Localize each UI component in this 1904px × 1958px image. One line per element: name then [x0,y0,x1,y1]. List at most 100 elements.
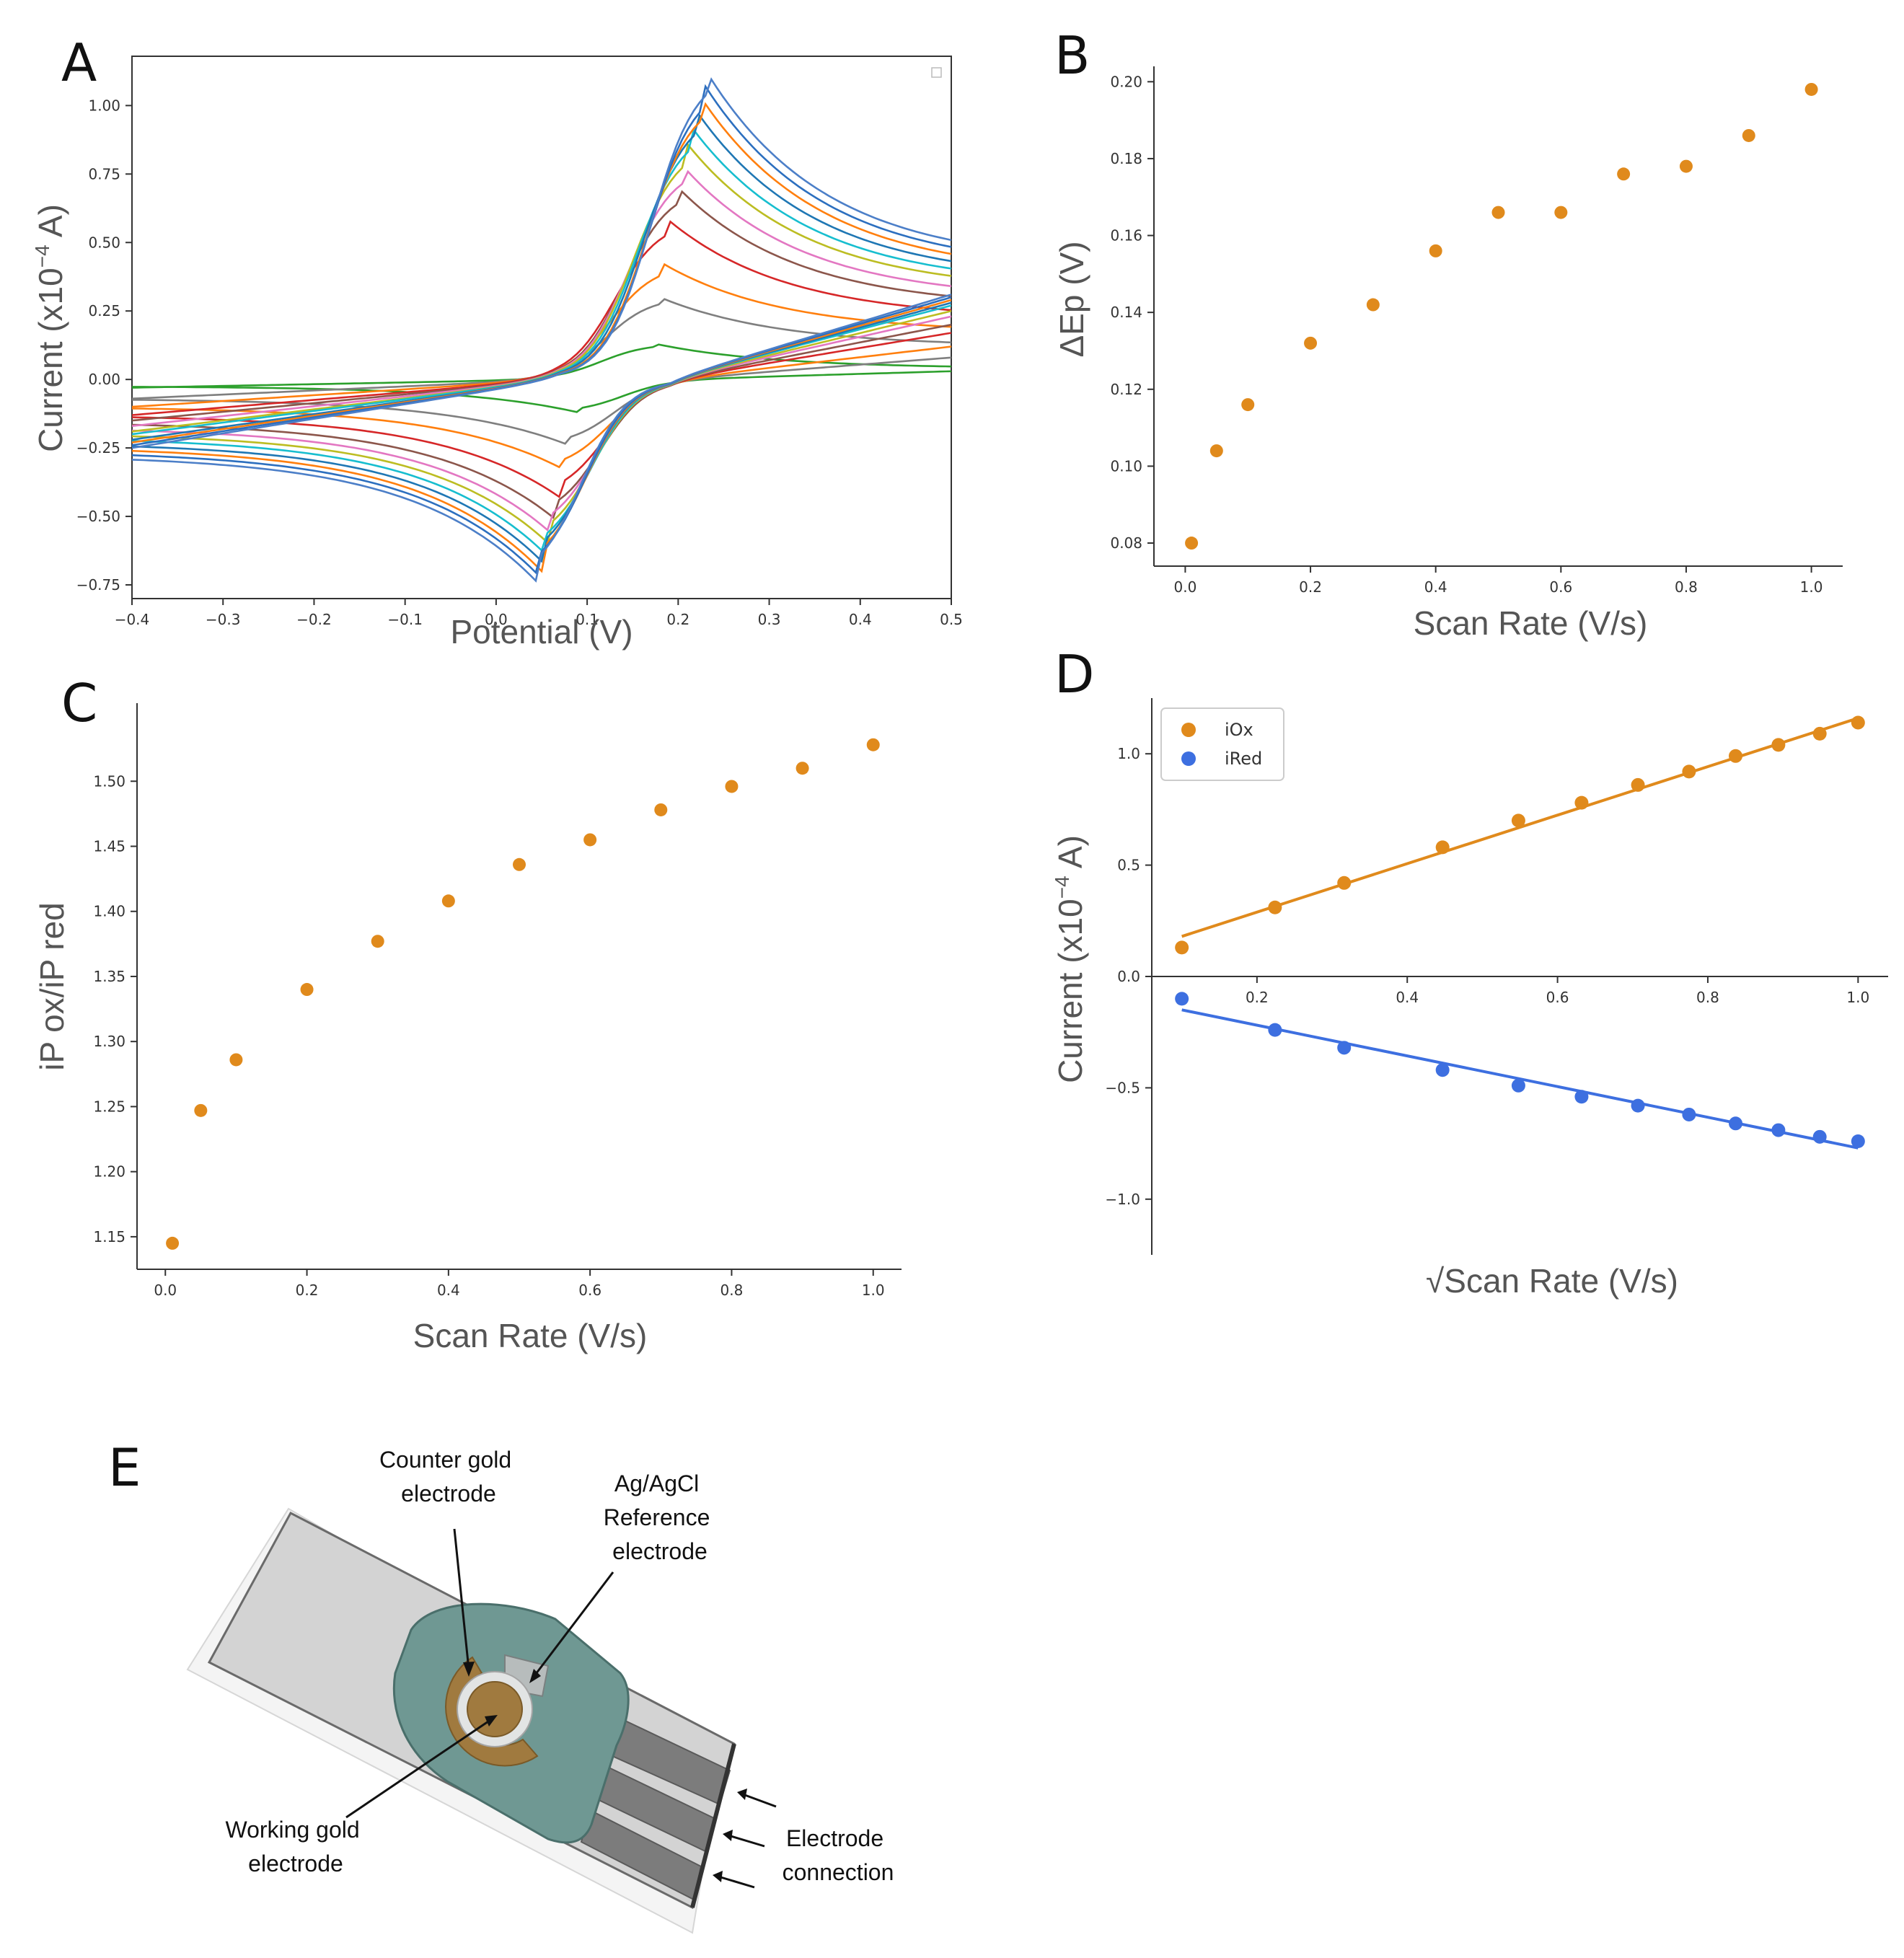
panel-c-peak-ratio: 0.0 0.2 0.4 0.6 0.8 1.0 1.15 1.20 1.25 1.30 1.35 1… [33,703,902,1354]
data-point-iox [1851,715,1865,730]
x-tick-label: 0.6 [1546,989,1569,1006]
data-point-c [654,803,668,816]
data-point-ired [1435,1063,1450,1077]
data-point-b [1429,244,1442,257]
y-tick-label: −0.75 [76,576,120,594]
cv-cathodic-curve [132,301,951,563]
panel-label-a: A [61,32,97,93]
cv-cathodic-curve [132,315,951,532]
legend-label-iox: iOx [1225,720,1253,740]
data-point-ired [1851,1134,1865,1149]
data-point-iox [1574,795,1589,810]
data-point-iox [1175,940,1189,955]
panel-e-electrode-diagram: Counter gold electrode Ag/AgCl Reference… [186,1447,894,1934]
data-point-b [1617,167,1631,181]
legend-frame-d [1160,707,1284,781]
x-tick-label: 0.4 [849,611,872,628]
panel-label-c: C [61,673,97,733]
y-tick-label: 0.20 [1110,73,1142,90]
data-point-iox [1511,813,1525,828]
x-tick-label: 0.4 [437,1282,460,1299]
panel-label-e: E [108,1437,141,1498]
data-point-b [1804,82,1818,96]
data-point-c [166,1236,180,1250]
data-point-b [1209,444,1223,458]
panel-d-sqrt-scan-rate: 0.2 0.4 0.6 0.8 1.0 −1.0 −0.5 0.0 0.5 1.0 iOx iR… [1051,698,1888,1300]
x-tick-label: −0.3 [206,611,241,628]
callout-line-reference [532,1571,614,1677]
legend-marker-iox [1181,723,1196,737]
connection-arrow-1 [742,1793,777,1808]
x-tick-label: 0.2 [1299,578,1322,596]
x-tick-label: 0.4 [1424,578,1447,596]
data-point-b [1185,537,1199,550]
y-tick-label: 1.00 [88,97,120,114]
connection-arrowhead-1 [737,1789,747,1800]
x-tick-label: −0.4 [115,611,150,628]
data-point-ired [1729,1116,1743,1131]
data-point-ired [1812,1129,1827,1144]
callout-line-counter [453,1528,470,1670]
cv-cathodic-curve [132,309,951,544]
data-point-c [866,738,880,751]
connection-arrowhead-3 [713,1871,723,1882]
cv-cathodic-curve [132,294,951,583]
y-tick-label: 0.75 [88,165,120,182]
y-axis-label-d: Current (x10−4 A) [1051,835,1089,1083]
cv-anodic-curve [132,77,951,449]
data-point-c [583,833,597,847]
y-tick-label: 0.12 [1110,381,1142,398]
x-tick-label: 0.8 [1675,578,1698,596]
legend-label-ired: iRed [1225,749,1262,769]
x-axis-label-c: Scan Rate (V/s) [413,1317,648,1354]
callout-reference: Ag/AgCl Reference electrode [604,1470,717,1564]
data-point-ired [1268,1023,1282,1037]
strip-end-edge [690,1743,736,1908]
x-axis-label-a: Potential (V) [450,613,633,651]
x-tick-label: 0.8 [1696,989,1719,1006]
x-tick-label: 0.6 [578,1282,601,1299]
callout-working: Working gold electrode [225,1817,366,1877]
data-point-ired [1175,992,1189,1006]
data-point-ired [1337,1041,1352,1055]
x-tick-label: 0.0 [1174,578,1197,596]
y-tick-label: 1.25 [93,1098,125,1115]
working-electrode [467,1681,523,1737]
cv-anodic-curve [132,113,951,441]
data-point-b [1742,128,1755,142]
x-tick-label: 0.4 [1396,989,1419,1006]
y-tick-label: −0.50 [76,508,120,525]
y-tick-label: 0.25 [88,302,120,319]
callout-connection: Electrode connection [783,1825,894,1885]
plot-frame-a [131,56,952,599]
y-tick-label: 0.00 [88,371,120,388]
data-point-iox [1268,900,1282,914]
cv-cathodic-curve [132,332,951,498]
callout-arrow-working [485,1715,498,1727]
y-axis-label-a: Current (x10−4 A) [31,204,69,452]
legend-marker-ired [1181,751,1196,766]
data-point-c [513,857,526,871]
y-tick-label: 0.10 [1110,457,1142,475]
y-tick-label: 0.50 [88,234,120,251]
x-tick-label: 1.0 [862,1282,885,1299]
data-point-ired [1574,1090,1589,1104]
y-tick-label: 1.15 [93,1228,125,1245]
x-tick-label: 0.2 [296,1282,319,1299]
data-point-iox [1435,840,1450,855]
x-tick-label: 0.2 [666,611,689,628]
cv-cathodic-curve [132,356,951,445]
data-point-b [1304,336,1318,350]
cv-cathodic-curve [132,296,951,575]
callout-arrow-counter [463,1662,475,1677]
y-tick-label: 1.40 [93,903,125,920]
panel-label-b: B [1054,25,1090,86]
y-axis-label-b: ΔEp (V) [1053,241,1090,357]
x-tick-label: 0.8 [720,1282,744,1299]
data-point-iox [1682,764,1696,779]
y-tick-label: 0.18 [1110,150,1142,167]
y-tick-label: 0.14 [1110,304,1142,321]
connection-arrow-3 [718,1875,755,1889]
data-point-c [194,1103,208,1117]
x-axis-label-d: √Scan Rate (V/s) [1426,1262,1678,1300]
